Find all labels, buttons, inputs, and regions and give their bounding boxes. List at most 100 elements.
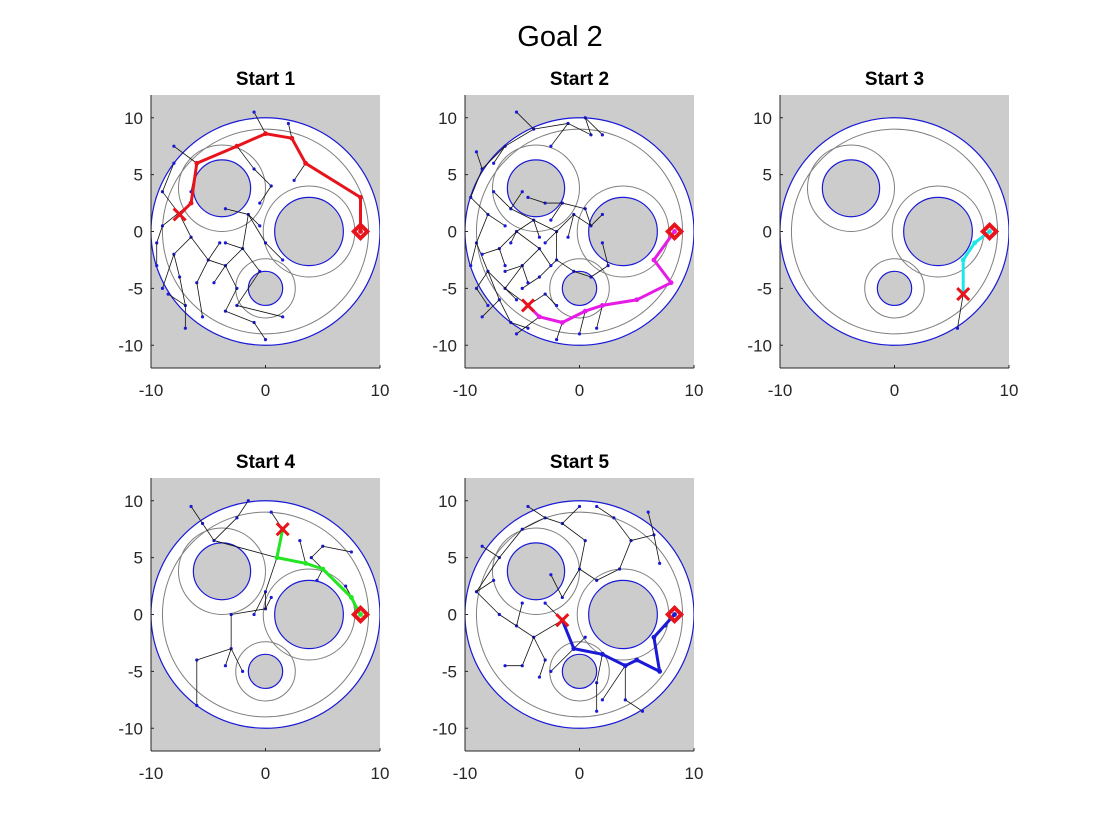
tree-node	[520, 601, 524, 605]
tree-node	[258, 201, 262, 205]
tree-node	[583, 635, 587, 639]
path-node	[960, 257, 966, 263]
y-tick-label: 10	[438, 492, 457, 511]
tree-node	[492, 190, 496, 194]
path-node	[582, 308, 588, 314]
start-marker	[172, 207, 187, 222]
path-node	[358, 229, 363, 234]
tree-edge	[213, 265, 226, 283]
tree-edge	[596, 654, 603, 683]
x-tick-label: -10	[139, 381, 164, 400]
tree-node	[537, 235, 542, 239]
tree-edge	[265, 242, 283, 261]
tree-edge	[550, 202, 563, 221]
plot-area	[151, 499, 380, 729]
tree-node	[241, 669, 245, 673]
tree-node	[549, 264, 553, 268]
tree-node	[286, 121, 290, 126]
tree-node	[344, 584, 348, 588]
tree-node	[595, 326, 599, 330]
obstacle-3	[561, 270, 598, 307]
start-marker	[555, 613, 570, 628]
tree-node	[469, 264, 473, 268]
tree-edge	[498, 248, 506, 266]
obstacle-3	[876, 270, 913, 307]
tree-edge	[556, 322, 563, 340]
tree-node	[480, 252, 484, 256]
obstacle-2	[903, 196, 973, 267]
goal-marker	[664, 221, 685, 242]
tree-node	[252, 612, 256, 617]
tree-node	[172, 144, 176, 148]
tree-edge	[311, 545, 324, 558]
obstacle-clearance-1	[491, 527, 580, 616]
tree-edge	[533, 219, 540, 238]
tree-edge	[521, 637, 535, 666]
tree-edge	[242, 248, 261, 272]
tree-node	[263, 337, 268, 342]
tree-node	[292, 178, 296, 182]
obstacle-3	[247, 270, 284, 307]
y-tick-label: 0	[134, 223, 143, 242]
tree-node	[543, 241, 547, 245]
obstacle-clearance-1	[177, 144, 267, 232]
tree-node	[640, 709, 645, 713]
obstacle-clearance-1	[491, 144, 580, 232]
path-node	[600, 303, 605, 308]
tree-edge	[253, 322, 266, 340]
y-tick-label: 5	[134, 549, 143, 568]
tree-edge	[647, 512, 655, 535]
tree-edge	[493, 145, 506, 164]
path-node	[651, 634, 657, 640]
tree-node	[520, 286, 524, 290]
tree-node	[600, 133, 605, 137]
tree-node	[537, 675, 542, 679]
tree-edge	[156, 225, 163, 244]
tree-node	[246, 499, 250, 503]
tree-edge	[248, 214, 261, 227]
y-tick-label: -5	[757, 279, 772, 298]
tree-edge	[225, 208, 249, 215]
tree-edge	[562, 523, 586, 541]
goal-marker	[350, 604, 371, 625]
tree-edge	[653, 534, 661, 564]
tree-edge	[231, 608, 266, 615]
tree-node	[503, 224, 507, 228]
tree-edge	[225, 648, 232, 666]
obstacle-2	[588, 196, 658, 267]
path-node	[672, 612, 677, 617]
tree-edge	[253, 111, 266, 134]
tree-node	[577, 504, 582, 509]
tree-edge	[481, 545, 500, 558]
tree-node	[955, 326, 960, 330]
tree-edge	[288, 123, 293, 139]
tree-edge	[579, 568, 597, 581]
tree-edge	[584, 117, 603, 136]
tree-edge	[202, 523, 215, 541]
tree-edge	[527, 196, 546, 204]
panel-title: Start 2	[550, 69, 609, 90]
obstacle-2	[588, 579, 658, 650]
tree-node	[492, 161, 496, 165]
y-tick-label: 10	[753, 109, 772, 128]
tree-node	[595, 504, 599, 509]
tree-node	[281, 315, 285, 319]
solution-path	[961, 230, 991, 295]
goal-marker-inner	[667, 607, 682, 622]
tree-edge	[630, 534, 655, 541]
path-node	[987, 229, 992, 234]
tree-node	[172, 161, 176, 165]
tree-edge	[225, 242, 243, 249]
plot-area	[465, 110, 694, 346]
tree-node	[189, 504, 193, 509]
goal-marker	[664, 604, 685, 625]
tree-edge	[573, 270, 592, 278]
plot-area	[151, 110, 380, 346]
tree-edge	[527, 506, 546, 519]
panel-title: Start 3	[865, 69, 924, 90]
tree-node	[600, 212, 605, 217]
y-tick-label: 5	[763, 166, 772, 185]
tree-edge	[539, 659, 546, 678]
tree-edge	[590, 214, 603, 227]
x-tick-label: -10	[453, 764, 478, 783]
